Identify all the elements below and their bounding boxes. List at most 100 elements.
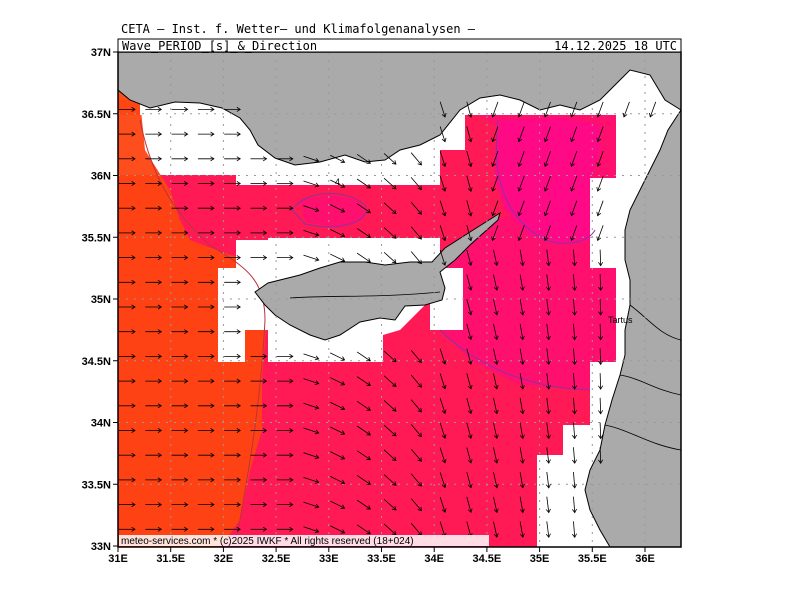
border-line: [289, 291, 441, 299]
direction-arrowhead: [543, 236, 549, 242]
direction-arrow: [356, 376, 371, 386]
direction-arrow: [597, 225, 604, 241]
direction-arrowhead: [157, 279, 163, 285]
direction-arrowhead: [572, 508, 577, 514]
direction-arrowhead: [289, 428, 294, 433]
direction-arrow: [466, 101, 472, 118]
land-mass: [117, 51, 682, 548]
direction-arrow: [570, 126, 578, 142]
direction-arrow: [466, 397, 472, 414]
direction-arrowhead: [570, 236, 575, 242]
direction-arrowhead: [289, 378, 294, 384]
direction-arrowhead: [519, 459, 525, 464]
direction-arrowhead: [545, 434, 551, 440]
direction-arrow: [466, 225, 472, 241]
direction-arrow: [573, 298, 576, 316]
direction-arrowhead: [519, 360, 525, 366]
direction-arrowhead: [391, 209, 397, 215]
direction-arrowhead: [289, 477, 294, 483]
direction-arrow: [383, 474, 397, 486]
contour-line: [291, 193, 367, 228]
direction-arrow: [518, 200, 525, 216]
direction-arrowhead: [596, 112, 602, 118]
direction-arrowhead: [366, 381, 371, 387]
direction-arrowhead: [543, 112, 549, 118]
direction-arrowhead: [572, 533, 577, 539]
direction-arrowhead: [519, 434, 525, 440]
direction-arrow: [330, 179, 345, 188]
direction-arrowhead: [417, 506, 422, 512]
direction-arrow: [330, 426, 345, 435]
direction-arrow: [356, 425, 371, 436]
direction-arrowhead: [210, 378, 215, 384]
direction-arrow: [518, 225, 525, 241]
direction-arrowhead: [236, 502, 241, 508]
land-area: [254, 211, 501, 341]
direction-arrowhead: [596, 162, 602, 168]
direction-arrowhead: [210, 403, 215, 409]
direction-arrow: [466, 175, 472, 192]
direction-arrowhead: [340, 257, 346, 262]
direction-arrow: [518, 101, 525, 118]
direction-arrowhead: [493, 459, 499, 464]
direction-arrow: [519, 299, 524, 315]
direction-arrowhead: [572, 459, 577, 464]
direction-arrow: [439, 373, 446, 389]
direction-arrowhead: [366, 480, 371, 485]
direction-arrowhead: [262, 526, 268, 532]
direction-arrowhead: [570, 137, 575, 143]
direction-arrowhead: [417, 235, 422, 240]
direction-arrowhead: [131, 304, 136, 310]
direction-arrowhead: [340, 430, 346, 435]
direction-arrowhead: [519, 409, 525, 415]
direction-arrowhead: [598, 336, 604, 341]
direction-arrow: [303, 205, 319, 212]
direction-arrowhead: [417, 482, 422, 487]
lat-tick-label: 34.5N: [82, 356, 111, 368]
direction-arrowhead: [236, 205, 241, 211]
direction-arrowhead: [467, 286, 473, 291]
direction-arrow: [330, 352, 345, 361]
direction-arrow: [597, 101, 604, 118]
direction-arrowhead: [210, 205, 215, 211]
lon-tick-label: 36E: [635, 553, 655, 565]
direction-arrowhead: [391, 530, 397, 536]
direction-arrow: [546, 496, 550, 513]
direction-arrowhead: [184, 477, 189, 483]
direction-arrowhead: [545, 385, 551, 390]
product-title: Wave_PERIOD_[s]_&_Direction: [122, 39, 317, 53]
direction-arrowhead: [517, 162, 523, 168]
direction-arrow: [597, 175, 604, 192]
direction-arrow: [597, 151, 604, 167]
direction-arrow: [573, 422, 576, 439]
direction-arrowhead: [491, 162, 496, 168]
direction-arrowhead: [366, 233, 371, 238]
direction-arrowhead: [598, 360, 604, 366]
direction-arrowhead: [157, 205, 163, 211]
lon-tick-label: 33E: [319, 553, 339, 565]
direction-arrowhead: [519, 335, 525, 341]
direction-arrowhead: [543, 211, 549, 217]
direction-arrow: [573, 249, 576, 266]
direction-arrowhead: [519, 483, 525, 489]
direction-arrowhead: [289, 452, 294, 458]
direction-arrowhead: [340, 356, 346, 361]
direction-arrowhead: [210, 304, 215, 310]
direction-arrowhead: [289, 403, 294, 409]
direction-arrowhead: [236, 452, 241, 458]
direction-arrowhead: [519, 311, 525, 316]
direction-arrow: [570, 175, 578, 192]
direction-arrowhead: [262, 181, 268, 186]
direction-arrowhead: [184, 329, 189, 335]
direction-arrowhead: [184, 279, 189, 285]
direction-arrowhead: [314, 429, 320, 435]
direction-arrowhead: [157, 403, 163, 409]
direction-arrowhead: [210, 255, 215, 261]
contour-label: 4: [335, 177, 340, 187]
direction-arrowhead: [441, 211, 447, 217]
border-line: [619, 374, 682, 396]
direction-arrow: [439, 348, 446, 365]
direction-arrow: [356, 153, 371, 164]
direction-arrow: [544, 126, 551, 142]
